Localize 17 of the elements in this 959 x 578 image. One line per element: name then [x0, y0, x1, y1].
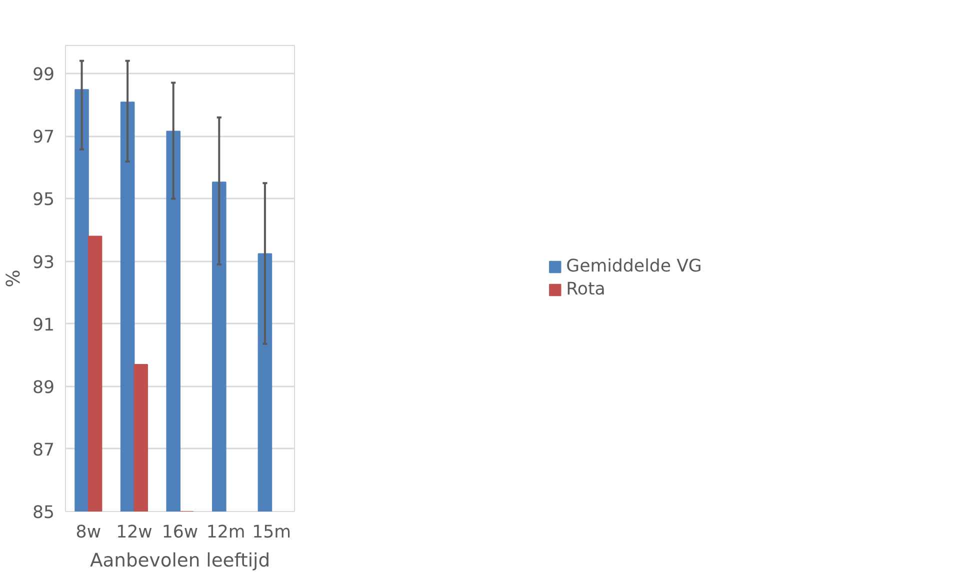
- y-tick-label: 97: [32, 128, 55, 148]
- y-tick-label: 93: [32, 252, 55, 273]
- x-tick-label: 12w: [116, 522, 152, 542]
- y-tick-label: 99: [32, 65, 55, 86]
- y-tick-label: 95: [32, 190, 55, 210]
- y-tick-label: 91: [32, 315, 55, 336]
- x-axis-title: Aanbevolen leeftijd: [90, 550, 270, 572]
- legend-label: Rota: [566, 280, 606, 300]
- legend-label: Gemiddelde VG: [566, 256, 702, 276]
- y-axis-title: %: [3, 270, 24, 288]
- y-tick-label: 85: [32, 503, 55, 523]
- x-tick-label: 8w: [76, 522, 102, 542]
- y-tick-label: 87: [32, 440, 55, 460]
- x-tick-label: 16w: [162, 522, 198, 542]
- x-tick-label: 15m: [252, 522, 292, 542]
- y-tick-label: 89: [32, 378, 55, 398]
- x-tick-label: 12m: [206, 522, 246, 542]
